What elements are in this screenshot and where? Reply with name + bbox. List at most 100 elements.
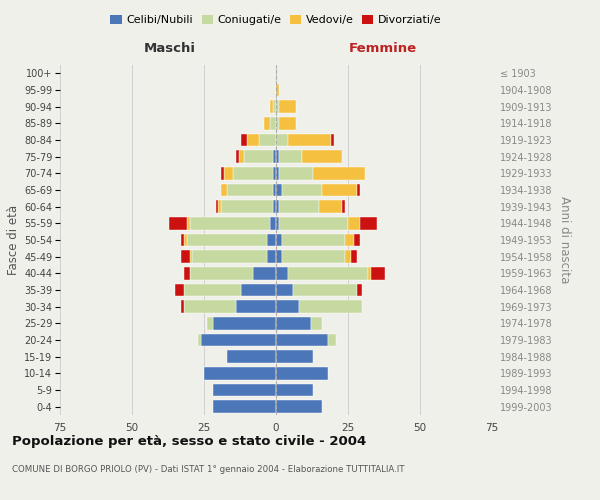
Bar bbox=[276, 134, 287, 146]
Bar bbox=[190, 217, 270, 230]
Bar bbox=[276, 384, 313, 396]
Bar bbox=[276, 300, 299, 313]
Bar bbox=[236, 150, 239, 163]
Bar bbox=[187, 217, 190, 230]
Bar bbox=[331, 134, 334, 146]
Bar bbox=[187, 234, 268, 246]
Bar bbox=[356, 184, 359, 196]
Bar bbox=[273, 100, 276, 113]
Bar bbox=[268, 250, 276, 263]
Bar bbox=[319, 200, 342, 213]
Bar bbox=[359, 217, 377, 230]
Text: Popolazione per età, sesso e stato civile - 2004: Popolazione per età, sesso e stato civil… bbox=[12, 435, 366, 448]
Bar bbox=[356, 284, 362, 296]
Bar bbox=[241, 134, 247, 146]
Bar bbox=[279, 167, 313, 179]
Bar bbox=[221, 184, 227, 196]
Bar bbox=[218, 200, 221, 213]
Bar bbox=[276, 100, 279, 113]
Bar bbox=[224, 167, 233, 179]
Bar bbox=[270, 100, 273, 113]
Bar bbox=[276, 84, 279, 96]
Bar bbox=[212, 317, 276, 330]
Bar bbox=[276, 234, 282, 246]
Y-axis label: Anni di nascita: Anni di nascita bbox=[558, 196, 571, 284]
Bar bbox=[348, 217, 359, 230]
Bar bbox=[221, 200, 273, 213]
Bar bbox=[215, 200, 218, 213]
Bar bbox=[169, 217, 187, 230]
Bar bbox=[276, 400, 322, 413]
Bar bbox=[302, 150, 342, 163]
Bar bbox=[268, 234, 276, 246]
Bar bbox=[270, 117, 276, 130]
Bar bbox=[279, 150, 302, 163]
Bar bbox=[244, 150, 273, 163]
Bar bbox=[279, 117, 296, 130]
Bar bbox=[184, 300, 236, 313]
Bar bbox=[311, 317, 322, 330]
Bar bbox=[276, 217, 279, 230]
Bar bbox=[184, 284, 241, 296]
Bar bbox=[236, 300, 276, 313]
Bar bbox=[184, 234, 187, 246]
Bar bbox=[276, 200, 279, 213]
Bar bbox=[253, 267, 276, 280]
Bar bbox=[282, 234, 345, 246]
Bar bbox=[204, 367, 276, 380]
Bar bbox=[276, 334, 328, 346]
Bar bbox=[273, 150, 276, 163]
Bar bbox=[322, 184, 356, 196]
Bar bbox=[276, 184, 282, 196]
Bar bbox=[175, 284, 184, 296]
Text: Femmine: Femmine bbox=[349, 42, 416, 55]
Text: COMUNE DI BORGO PRIOLO (PV) - Dati ISTAT 1° gennaio 2004 - Elaborazione TUTTITAL: COMUNE DI BORGO PRIOLO (PV) - Dati ISTAT… bbox=[12, 465, 404, 474]
Bar bbox=[270, 217, 276, 230]
Bar bbox=[276, 250, 282, 263]
Y-axis label: Fasce di età: Fasce di età bbox=[7, 205, 20, 275]
Bar bbox=[276, 167, 279, 179]
Bar bbox=[293, 284, 356, 296]
Bar bbox=[227, 184, 273, 196]
Bar bbox=[181, 250, 190, 263]
Bar bbox=[190, 250, 193, 263]
Bar bbox=[239, 150, 244, 163]
Bar bbox=[276, 317, 311, 330]
Bar bbox=[276, 150, 279, 163]
Bar bbox=[273, 200, 276, 213]
Bar bbox=[207, 317, 212, 330]
Bar bbox=[273, 184, 276, 196]
Bar bbox=[276, 267, 287, 280]
Bar bbox=[328, 334, 337, 346]
Bar bbox=[193, 250, 268, 263]
Bar bbox=[342, 200, 345, 213]
Bar bbox=[198, 334, 201, 346]
Bar bbox=[279, 100, 296, 113]
Bar bbox=[282, 184, 322, 196]
Bar bbox=[345, 234, 354, 246]
Bar bbox=[276, 284, 293, 296]
Bar bbox=[247, 134, 259, 146]
Bar bbox=[184, 267, 190, 280]
Bar bbox=[212, 400, 276, 413]
Bar bbox=[279, 217, 348, 230]
Bar bbox=[221, 167, 224, 179]
Bar bbox=[227, 350, 276, 363]
Bar bbox=[276, 117, 279, 130]
Bar bbox=[276, 367, 328, 380]
Bar bbox=[282, 250, 345, 263]
Bar bbox=[287, 267, 368, 280]
Bar bbox=[279, 200, 319, 213]
Bar bbox=[299, 300, 362, 313]
Bar bbox=[273, 167, 276, 179]
Bar bbox=[371, 267, 385, 280]
Bar bbox=[276, 350, 313, 363]
Bar bbox=[201, 334, 276, 346]
Bar bbox=[233, 167, 273, 179]
Bar bbox=[212, 384, 276, 396]
Text: Maschi: Maschi bbox=[143, 42, 196, 55]
Bar bbox=[354, 234, 359, 246]
Bar bbox=[181, 234, 184, 246]
Bar bbox=[345, 250, 351, 263]
Bar bbox=[287, 134, 331, 146]
